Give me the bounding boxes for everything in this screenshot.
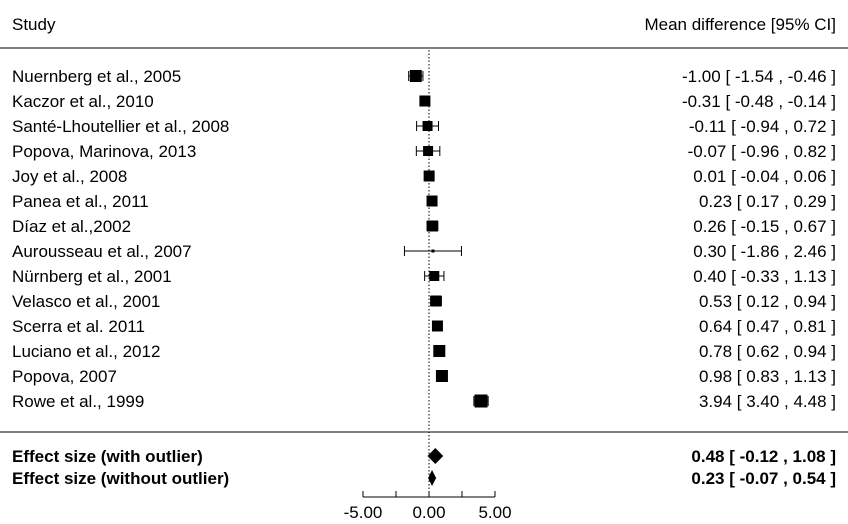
study-name: Kaczor et al., 2010: [12, 92, 154, 111]
point-estimate-marker: [422, 121, 433, 131]
ci-value: 0.26 [ -0.15 , 0.67 ]: [693, 217, 836, 236]
study-row: Luciano et al., 2012 0.78 [ 0.62 , 0.94 ]: [12, 342, 836, 361]
ci-value: 0.40 [ -0.33 , 1.13 ]: [693, 267, 836, 286]
x-tick-label: -5.00: [344, 503, 383, 522]
ci-value: -1.00 [ -1.54 , -0.46 ]: [682, 67, 836, 86]
x-tick-label: 5.00: [478, 503, 511, 522]
study-name: Nürnberg et al., 2001: [12, 267, 172, 286]
summary-diamond: [428, 470, 437, 486]
point-estimate-marker: [426, 195, 438, 207]
x-tick-label: 0.00: [412, 503, 445, 522]
point-estimate-marker: [426, 220, 438, 232]
point-estimate-marker: [431, 249, 435, 253]
effect-column-header: Mean difference [95% CI]: [644, 15, 836, 34]
study-column-header: Study: [12, 15, 56, 34]
point-estimate-marker: [423, 170, 435, 182]
point-estimate-marker: [429, 271, 440, 281]
point-estimate-marker: [409, 70, 422, 82]
study-row: Díaz et al.,2002 0.26 [ -0.15 , 0.67 ]: [12, 217, 836, 236]
ci-value: -0.31 [ -0.48 , -0.14 ]: [682, 92, 836, 111]
study-name: Panea et al., 2011: [12, 192, 149, 211]
point-estimate-marker: [435, 370, 448, 382]
study-row: Nürnberg et al., 2001 0.40 [ -0.33 , 1.13…: [12, 267, 836, 286]
ci-value: 3.94 [ 3.40 , 4.48 ]: [699, 392, 836, 411]
point-estimate-marker: [419, 95, 431, 107]
point-estimate-marker: [431, 320, 443, 332]
study-row: Panea et al., 2011 0.23 [ 0.17 , 0.29 ]: [12, 192, 836, 211]
study-name: Nuernberg et al., 2005: [12, 67, 181, 86]
point-estimate-marker: [430, 295, 442, 307]
study-row: Velasco et al., 2001 0.53 [ 0.12 , 0.94 ]: [12, 292, 836, 311]
study-name: Rowe et al., 1999: [12, 392, 144, 411]
ci-value: 0.30 [ -1.86 , 2.46 ]: [693, 242, 836, 261]
study-name: Joy et al., 2008: [12, 167, 127, 186]
summary-label: Effect size (without outlier): [12, 469, 229, 488]
study-name: Aurousseau et al., 2007: [12, 242, 192, 261]
study-row: Santé-Lhoutellier et al., 2008 -0.11 [ -0…: [12, 117, 836, 136]
point-estimate-marker: [423, 146, 434, 156]
study-row: Nuernberg et al., 2005 -1.00 [ -1.54 , -0…: [12, 67, 836, 86]
study-name: Santé-Lhoutellier et al., 2008: [12, 117, 229, 136]
x-axis: -5.00 0.00 5.00: [344, 491, 512, 522]
study-row: Popova, Marinova, 2013 -0.07 [ -0.96 , 0.…: [12, 142, 836, 161]
study-row: Rowe et al., 1999 3.94 [ 3.40 , 4.48 ]: [12, 392, 836, 411]
ci-value: 0.78 [ 0.62 , 0.94 ]: [699, 342, 836, 361]
ci-value: 0.64 [ 0.47 , 0.81 ]: [699, 317, 836, 336]
point-estimate-marker: [433, 345, 446, 357]
summary-row: Effect size (without outlier) 0.23 [ -0.0…: [12, 469, 836, 488]
ci-value: 0.53 [ 0.12 , 0.94 ]: [699, 292, 836, 311]
summary-label: Effect size (with outlier): [12, 447, 203, 466]
study-row: Kaczor et al., 2010 -0.31 [ -0.48 , -0.14…: [12, 92, 836, 111]
study-row: Popova, 2007 0.98 [ 0.83 , 1.13 ]: [12, 367, 836, 386]
study-name: Popova, Marinova, 2013: [12, 142, 196, 161]
study-row: Joy et al., 2008 0.01 [ -0.04 , 0.06 ]: [12, 167, 836, 186]
ci-value: 0.01 [ -0.04 , 0.06 ]: [693, 167, 836, 186]
study-name: Luciano et al., 2012: [12, 342, 160, 361]
study-name: Popova, 2007: [12, 367, 117, 386]
ci-value: 0.23 [ 0.17 , 0.29 ]: [699, 192, 836, 211]
point-estimate-marker: [474, 394, 488, 408]
ci-value: 0.98 [ 0.83 , 1.13 ]: [699, 367, 836, 386]
study-name: Scerra et al. 2011: [12, 317, 145, 336]
study-row: Scerra et al. 2011 0.64 [ 0.47 , 0.81 ]: [12, 317, 836, 336]
study-name: Díaz et al.,2002: [12, 217, 131, 236]
summary-ci-value: 0.48 [ -0.12 , 1.08 ]: [691, 447, 836, 466]
summary-diamond: [427, 448, 444, 464]
ci-value: -0.07 [ -0.96 , 0.82 ]: [688, 142, 836, 161]
summary-rows: Effect size (with outlier) 0.48 [ -0.12 ,…: [12, 447, 836, 488]
summary-row: Effect size (with outlier) 0.48 [ -0.12 ,…: [12, 447, 836, 466]
study-row: Aurousseau et al., 2007 0.30 [ -1.86 , 2.…: [12, 242, 836, 261]
summary-ci-value: 0.23 [ -0.07 , 0.54 ]: [691, 469, 836, 488]
study-rows: Nuernberg et al., 2005 -1.00 [ -1.54 , -0…: [12, 67, 836, 411]
study-name: Velasco et al., 2001: [12, 292, 160, 311]
ci-value: -0.11 [ -0.94 , 0.72 ]: [689, 117, 836, 136]
